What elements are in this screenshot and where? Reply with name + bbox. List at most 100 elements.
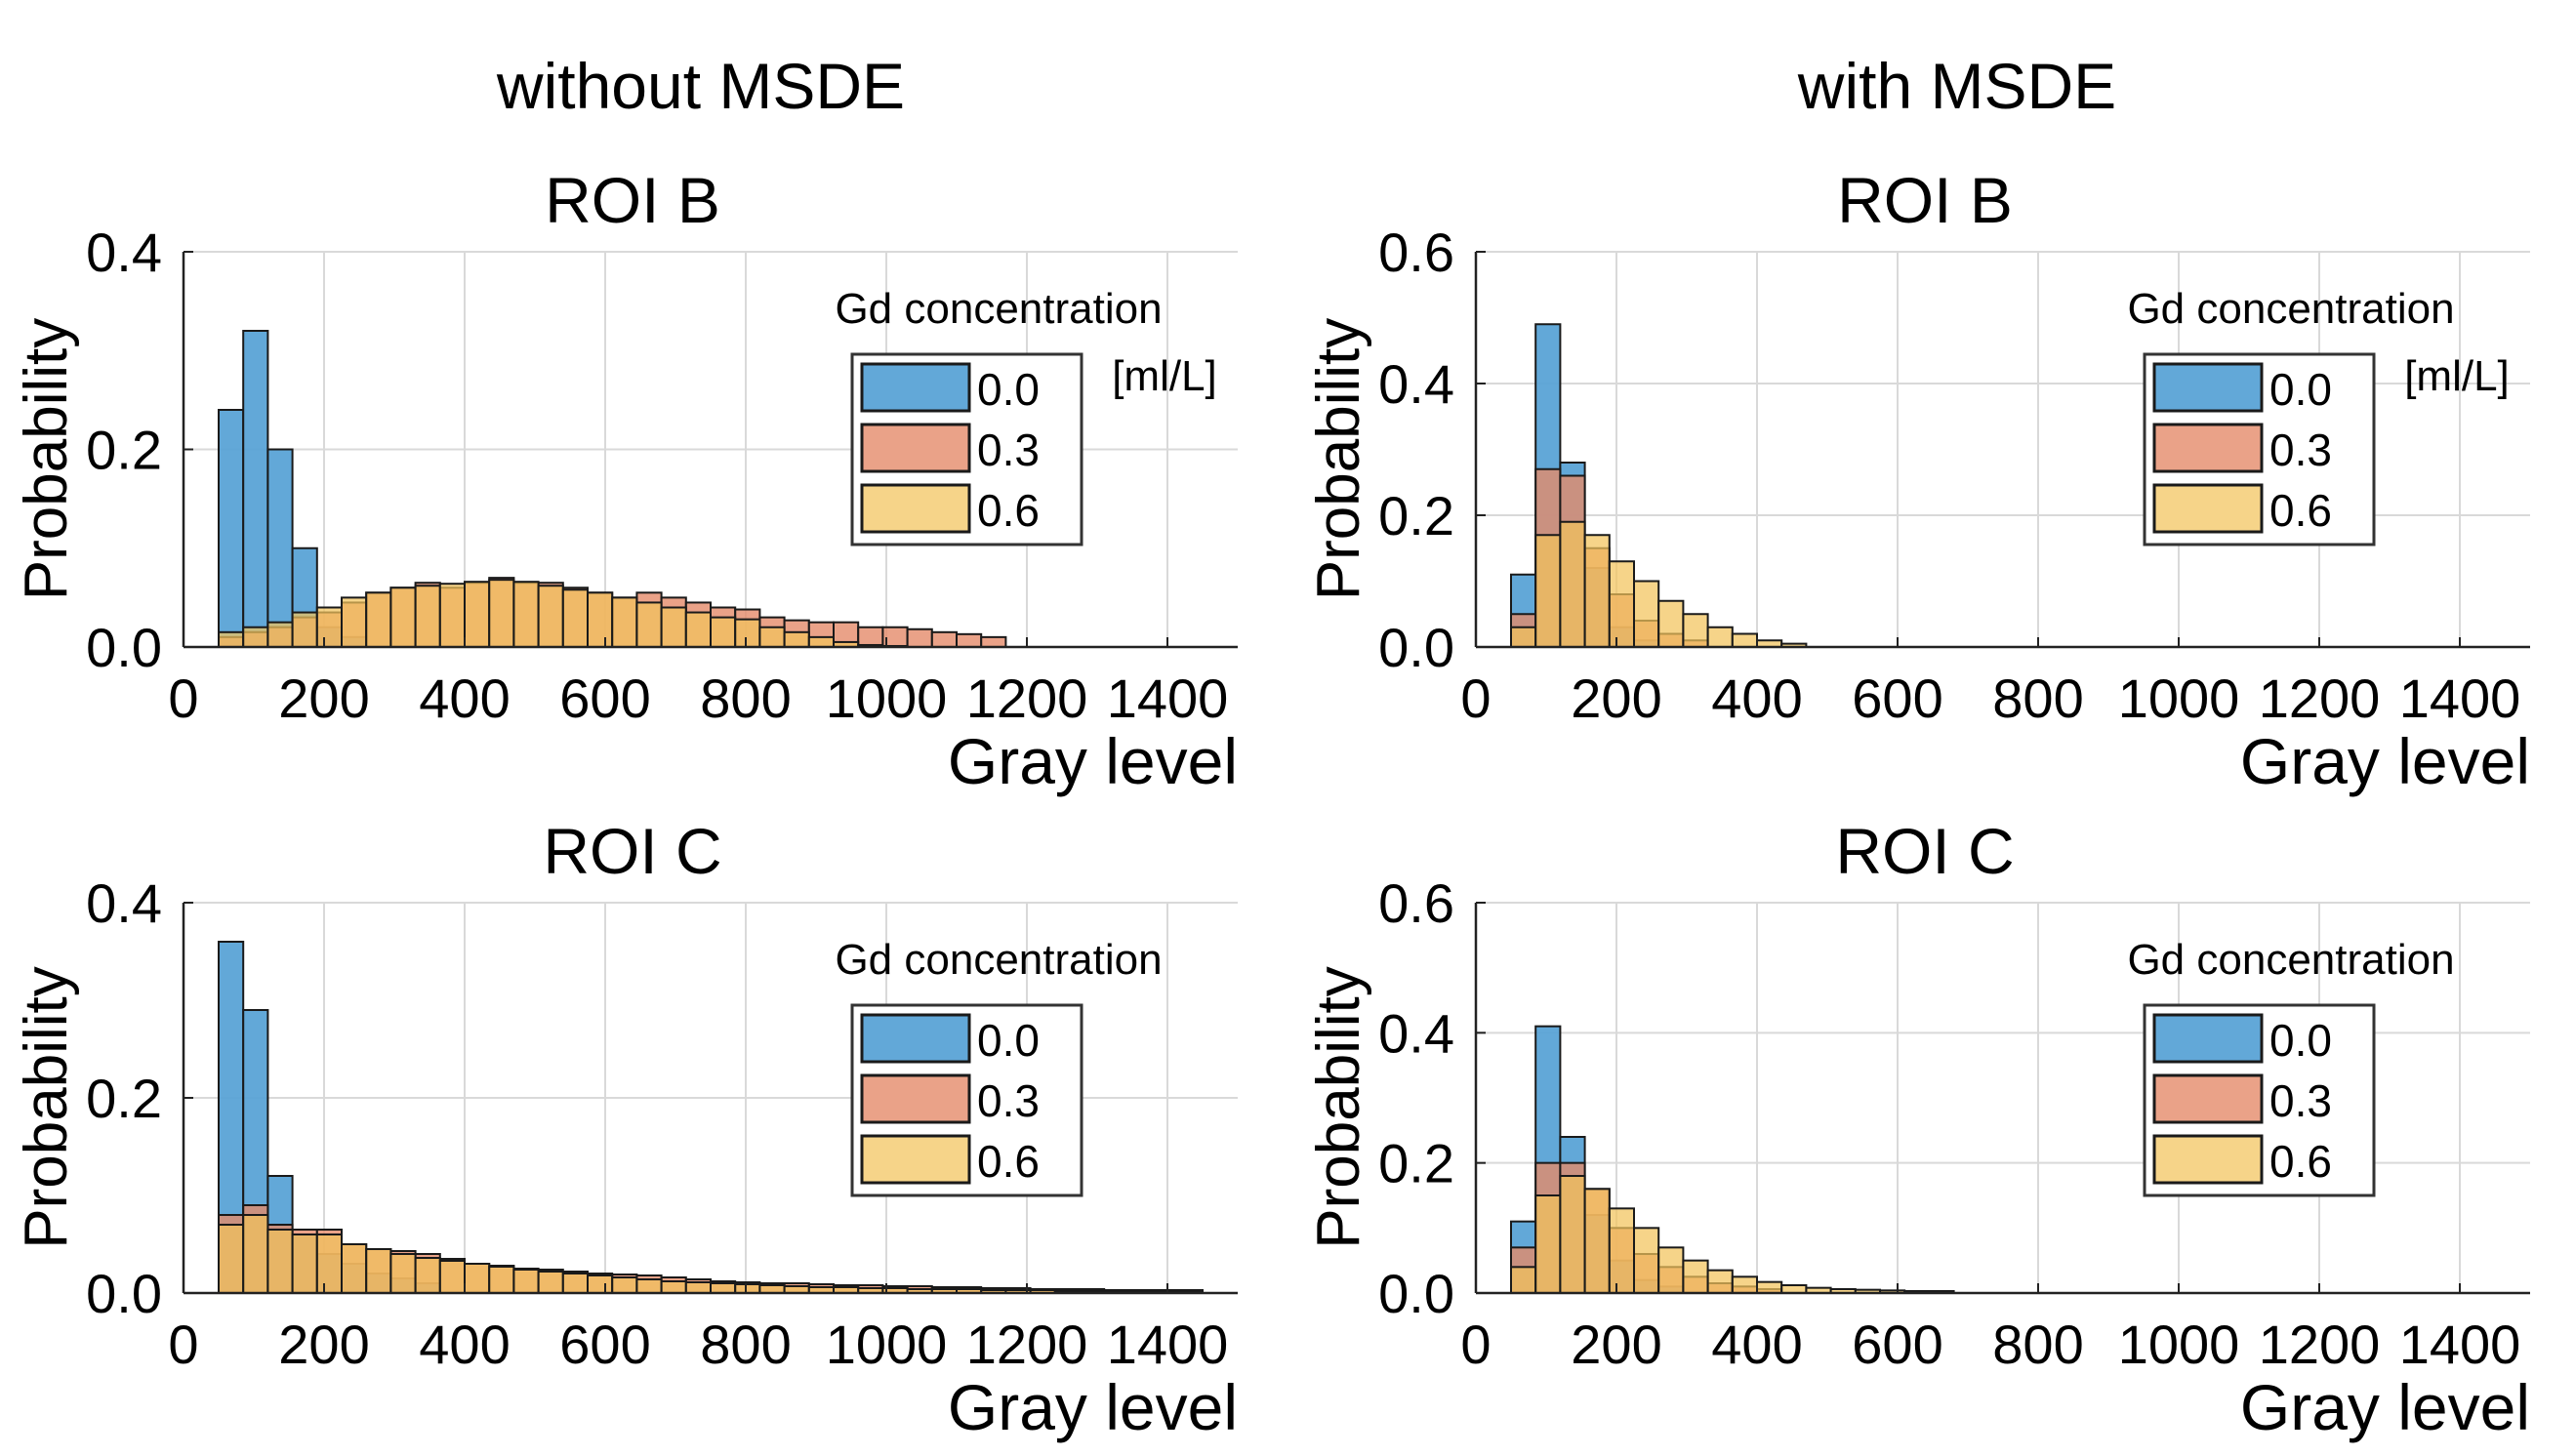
- bar-0-6: [438, 583, 466, 649]
- bar-0-6: [684, 1281, 712, 1294]
- y-tick-label: 0.4: [1378, 1002, 1454, 1064]
- bar-0-6: [218, 1224, 245, 1294]
- y-tick-label: 0.2: [1378, 485, 1454, 546]
- x-tick-label: 1000: [2118, 667, 2240, 729]
- bar-0-6: [660, 606, 687, 648]
- bar-0-6: [1633, 580, 1660, 648]
- legend-swatch: [860, 1134, 971, 1185]
- legend-label: 0.3: [977, 425, 1040, 475]
- bar-0-3: [956, 632, 983, 649]
- bar-0-6: [512, 1269, 540, 1294]
- x-tick-label: 1000: [2118, 1314, 2240, 1375]
- bar-0-6: [1731, 1275, 1759, 1295]
- bar-0-6: [537, 585, 564, 648]
- legend-swatch: [2152, 362, 2264, 413]
- legend-label: 0.0: [2269, 1015, 2332, 1066]
- y-axis-label: Probability: [1305, 318, 1372, 600]
- bar-0-6: [365, 1248, 392, 1294]
- bar-0-6: [464, 581, 491, 648]
- legend-label: 0.3: [2269, 425, 2332, 475]
- chart-panel: 0 200 400 600 800 1000 1200 1400 0.0 0.2 0.4 0.6 ROI…: [1305, 164, 2530, 797]
- bar-0-6: [266, 1229, 294, 1294]
- x-tick-label: 1400: [2399, 667, 2521, 729]
- bar-0-6: [587, 1274, 614, 1294]
- x-tick-label: 800: [1992, 1314, 2083, 1375]
- bar-0-6: [660, 1280, 687, 1294]
- bar-0-0: [218, 409, 245, 648]
- y-tick-label: 0.4: [86, 222, 162, 283]
- x-tick-label: 1200: [966, 667, 1088, 729]
- x-tick-label: 1400: [1107, 1314, 1229, 1375]
- y-tick-label: 0.4: [86, 872, 162, 934]
- bar-0-6: [611, 596, 638, 648]
- x-tick-label: 200: [1571, 667, 1661, 729]
- legend-title: Gd concentration: [835, 936, 1162, 984]
- bar-0-6: [464, 1263, 491, 1294]
- bar-0-6: [1583, 534, 1611, 648]
- y-tick-label: 0.6: [1378, 872, 1454, 934]
- y-tick-label: 0.2: [86, 1068, 162, 1129]
- bar-0-6: [1559, 1175, 1586, 1294]
- x-tick-label: 1000: [826, 1314, 948, 1375]
- bar-0-6: [266, 621, 294, 648]
- chart-title: ROI C: [543, 815, 721, 887]
- bar-0-6: [1583, 1188, 1611, 1295]
- legend-swatch: [860, 362, 971, 413]
- column-title-with-msde: with MSDE: [1797, 50, 2117, 122]
- bar-0-6: [635, 1278, 663, 1294]
- x-axis-label: Gray level: [948, 725, 1238, 797]
- legend-title: Gd concentration: [2127, 285, 2454, 333]
- bar-0-6: [341, 596, 368, 648]
- bar-0-6: [1657, 1246, 1685, 1295]
- y-tick-label: 0.0: [1378, 617, 1454, 678]
- x-tick-label: 400: [419, 667, 510, 729]
- bar-0-6: [807, 635, 835, 648]
- x-tick-label: 400: [419, 1314, 510, 1375]
- bar-0-3: [906, 627, 933, 649]
- x-tick-label: 0: [168, 667, 198, 729]
- bar-0-6: [1633, 1227, 1660, 1295]
- chart-title: ROI B: [545, 164, 720, 236]
- legend-label: 0.0: [977, 364, 1040, 415]
- bar-0-6: [1682, 1259, 1709, 1294]
- legend-label: 0.3: [977, 1075, 1040, 1126]
- x-tick-label: 1200: [2259, 667, 2381, 729]
- y-tick-label: 0.0: [86, 1263, 162, 1324]
- legend-unit: [ml/L]: [1112, 352, 1217, 400]
- legend-swatch: [2152, 483, 2264, 534]
- legend-title: Gd concentration: [835, 285, 1162, 333]
- bar-0-6: [242, 1214, 269, 1294]
- bar-0-6: [1731, 632, 1759, 648]
- x-tick-label: 800: [700, 667, 791, 729]
- bar-0-6: [734, 1283, 761, 1294]
- bar-0-0: [242, 330, 269, 648]
- x-axis-label: Gray level: [2240, 1371, 2530, 1443]
- bar-0-6: [635, 601, 663, 648]
- legend-swatch: [860, 1073, 971, 1124]
- legend-label: 0.6: [977, 1136, 1040, 1187]
- bar-0-6: [512, 581, 540, 648]
- legend-swatch: [860, 1013, 971, 1064]
- x-tick-label: 800: [1992, 667, 2083, 729]
- bar-0-6: [1608, 1207, 1636, 1295]
- x-tick-label: 0: [168, 1314, 198, 1375]
- bar-0-6: [1534, 1194, 1562, 1294]
- x-tick-label: 200: [278, 1314, 369, 1375]
- bar-0-6: [537, 1271, 564, 1294]
- bar-0-6: [1706, 1269, 1734, 1294]
- bar-0-6: [365, 591, 392, 648]
- bar-0-6: [1756, 1280, 1783, 1294]
- y-tick-label: 0.2: [86, 420, 162, 481]
- bar-0-6: [488, 1266, 515, 1294]
- x-tick-label: 400: [1711, 667, 1802, 729]
- y-tick-label: 0.0: [86, 617, 162, 678]
- y-tick-label: 0.4: [1378, 353, 1454, 415]
- bar-0-6: [734, 618, 761, 649]
- bar-0-6: [561, 1273, 589, 1294]
- y-axis-label: Probability: [13, 966, 80, 1248]
- x-tick-label: 600: [1852, 1314, 1942, 1375]
- bar-0-6: [242, 626, 269, 648]
- legend-swatch: [2152, 1134, 2264, 1185]
- x-tick-label: 1400: [1107, 667, 1229, 729]
